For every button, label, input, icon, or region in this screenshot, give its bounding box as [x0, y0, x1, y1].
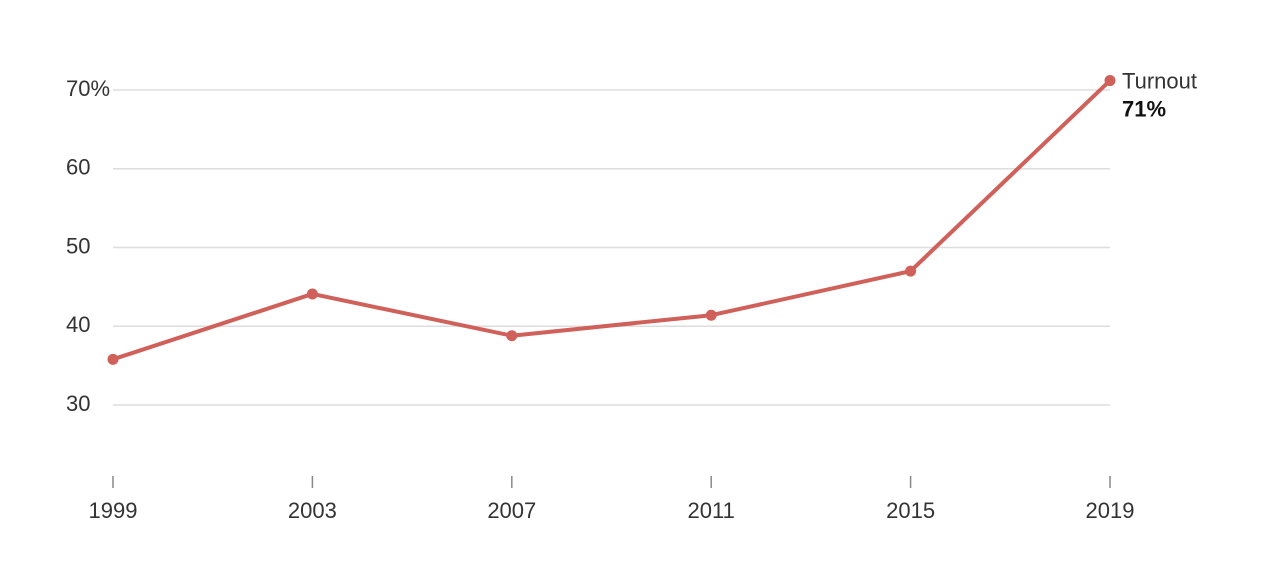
y-tick-label: 60: [66, 155, 90, 180]
y-tick-label: 40: [66, 312, 90, 337]
point: [107, 353, 119, 365]
point: [306, 288, 318, 300]
x-tick-label: 1999: [89, 498, 138, 523]
y-tick-label: 50: [66, 233, 90, 258]
point: [1104, 75, 1116, 87]
value-label: 71%: [1122, 96, 1166, 121]
y-tick-label: 70%: [66, 76, 110, 101]
line: [112, 79, 1112, 362]
y-tick-label: 30: [66, 391, 90, 416]
x-tick-label: 2003: [288, 498, 337, 523]
series-label: Turnout: [1122, 68, 1197, 93]
point: [506, 330, 518, 342]
x-tick-label: 2011: [688, 498, 735, 523]
point: [905, 265, 917, 277]
x-tick-label: 2019: [1086, 498, 1135, 523]
point: [705, 309, 717, 321]
x-tick-label: 2015: [886, 498, 935, 523]
x-tick-label: 2007: [487, 498, 536, 523]
